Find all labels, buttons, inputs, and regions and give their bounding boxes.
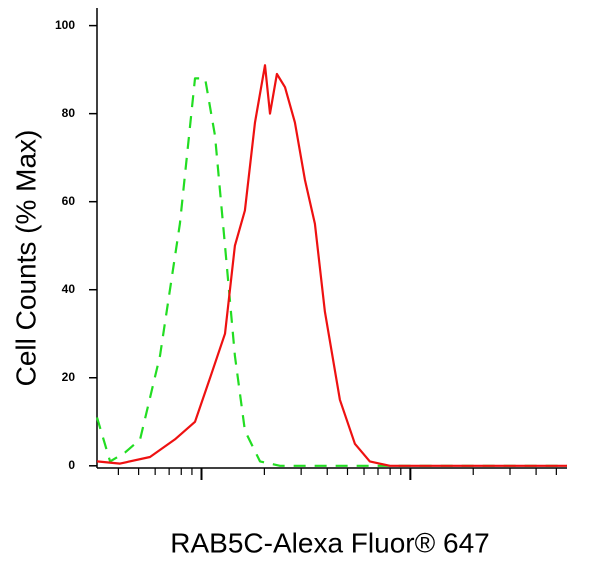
y-tick-label: 0 xyxy=(68,458,75,472)
y-tick-label: 40 xyxy=(62,282,76,296)
x-axis-label: RAB5C-Alexa Fluor® 647 xyxy=(170,527,489,558)
y-axis-label: Cell Counts (% Max) xyxy=(10,130,41,387)
y-tick-label: 20 xyxy=(62,370,76,384)
series-line xyxy=(96,64,567,467)
y-tick-label: 60 xyxy=(62,194,76,208)
series-line xyxy=(95,77,567,467)
y-tick-label: 100 xyxy=(55,18,75,32)
y-tick-label: 80 xyxy=(62,106,76,120)
